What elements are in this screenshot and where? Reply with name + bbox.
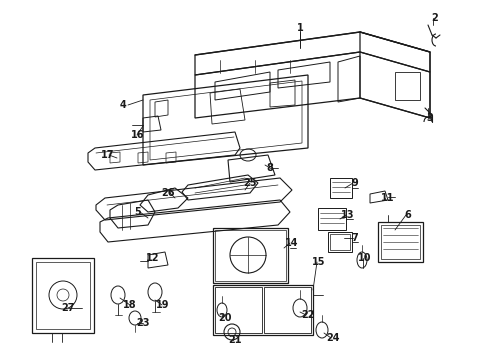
Text: 13: 13 <box>341 210 355 220</box>
Text: 23: 23 <box>136 318 150 328</box>
Text: 16: 16 <box>131 130 145 140</box>
Text: 5: 5 <box>135 207 142 217</box>
Text: 17: 17 <box>101 150 115 160</box>
Text: 8: 8 <box>267 163 273 173</box>
Bar <box>215 287 262 333</box>
Text: 21: 21 <box>228 335 242 345</box>
Text: 26: 26 <box>161 188 175 198</box>
Bar <box>36 262 90 329</box>
Text: 2: 2 <box>432 13 439 23</box>
Text: 1: 1 <box>296 23 303 33</box>
Text: 7: 7 <box>352 233 358 243</box>
Text: 4: 4 <box>120 100 126 110</box>
Text: 22: 22 <box>301 310 315 320</box>
Text: 24: 24 <box>326 333 340 343</box>
Text: 12: 12 <box>146 253 160 263</box>
Bar <box>213 228 288 283</box>
Bar <box>215 230 286 281</box>
Bar <box>381 225 420 259</box>
Text: 14: 14 <box>285 238 299 248</box>
Text: 10: 10 <box>358 253 372 263</box>
Text: 3: 3 <box>427 113 433 123</box>
Bar <box>213 285 313 335</box>
Bar <box>318 208 346 230</box>
Text: 11: 11 <box>381 193 395 203</box>
Text: 25: 25 <box>243 178 257 188</box>
Text: 20: 20 <box>218 313 232 323</box>
Text: 15: 15 <box>312 257 326 267</box>
Text: 19: 19 <box>156 300 170 310</box>
Text: 27: 27 <box>61 303 75 313</box>
Text: 9: 9 <box>352 178 358 188</box>
Bar <box>330 178 352 198</box>
Text: 18: 18 <box>123 300 137 310</box>
Bar <box>32 258 94 333</box>
Bar <box>328 232 352 252</box>
Bar <box>264 287 311 333</box>
Bar <box>395 72 420 100</box>
Bar <box>378 222 423 262</box>
Bar <box>330 234 350 250</box>
Text: 6: 6 <box>405 210 412 220</box>
